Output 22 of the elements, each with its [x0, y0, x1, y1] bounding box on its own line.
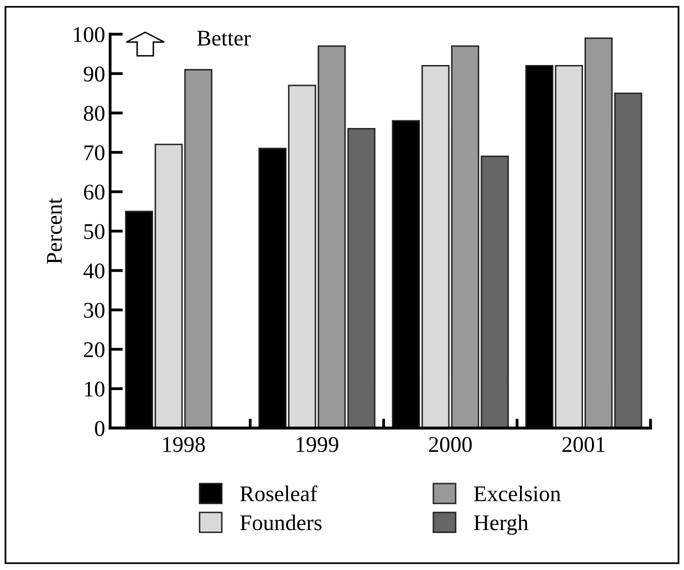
y-tick-label: 20	[84, 342, 104, 358]
legend-label: Founders	[240, 514, 322, 530]
y-tick-label: 0	[95, 421, 104, 436]
y-tick-label: 30	[84, 302, 104, 318]
bar	[184, 68, 212, 428]
legend-label: Roseleaf	[240, 485, 318, 502]
x-tick-label: 1999	[296, 437, 338, 452]
y-tick-label: 60	[84, 184, 104, 200]
y-tick-label: 90	[84, 66, 104, 82]
y-tick-label: 50	[84, 224, 104, 240]
x-tick-label: 2000	[429, 437, 472, 452]
y-axis-title: Percent	[47, 198, 62, 264]
legend-label: Excelsion	[474, 486, 561, 502]
annotation: Better	[197, 30, 251, 46]
x-tick-label: 1998	[163, 437, 205, 452]
x-tick-label: 2001	[562, 437, 605, 452]
y-tick-label: 10	[84, 382, 104, 397]
legend-label: Hergh	[474, 514, 528, 535]
y-tick-label: 100	[74, 27, 104, 42]
y-tick-label: 70	[84, 145, 104, 160]
y-tick-label: 80	[84, 106, 104, 121]
y-tick-label: 40	[83, 263, 104, 278]
